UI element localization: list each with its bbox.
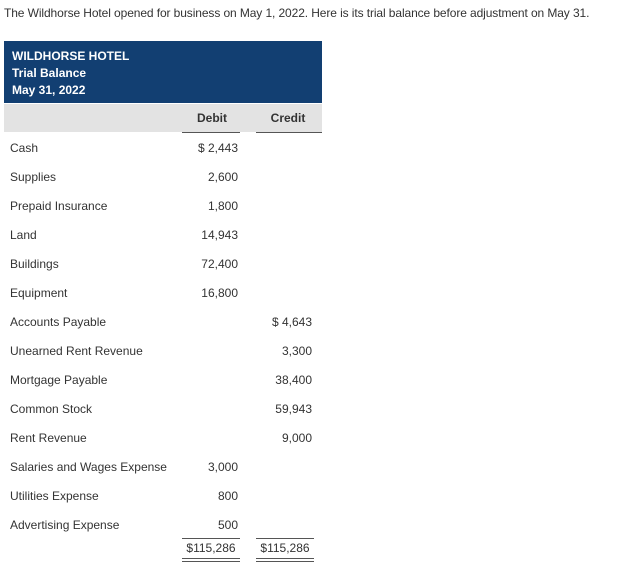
debit-amount: 16,800	[201, 286, 238, 300]
table-row: Utilities Expense 800	[0, 489, 330, 518]
table-row: Accounts Payable $ 4,643	[0, 315, 330, 344]
account-name: Cash	[10, 141, 39, 155]
credit-amount: 38,400	[275, 373, 312, 387]
table-row: Equipment 16,800	[0, 286, 330, 315]
credit-header-underline	[256, 132, 322, 133]
account-name: Prepaid Insurance	[10, 199, 108, 213]
account-name: Rent Revenue	[10, 431, 87, 445]
account-name: Mortgage Payable	[10, 373, 108, 387]
account-name: Common Stock	[10, 402, 93, 416]
table-row: Salaries and Wages Expense 3,000	[0, 460, 330, 489]
credit-total-rule	[256, 538, 314, 539]
debit-amount: 800	[217, 489, 238, 503]
credit-total-double-rule-2	[256, 561, 314, 562]
debit-amount: 14,943	[201, 228, 238, 242]
credit-total: $115,286	[260, 541, 310, 555]
debit-amount: 3,000	[207, 460, 238, 474]
account-name: Supplies	[10, 170, 57, 184]
intro-text: The Wildhorse Hotel opened for business …	[4, 6, 590, 20]
credit-amount: 9,000	[281, 431, 312, 445]
statement-title: Trial Balance	[12, 66, 87, 80]
table-row: Mortgage Payable 38,400	[0, 373, 330, 402]
company-name: WILDHORSE HOTEL	[12, 49, 130, 63]
debit-column-header: Debit	[197, 111, 227, 125]
table-row: Rent Revenue 9,000	[0, 431, 330, 460]
debit-amount: 72,400	[201, 257, 238, 271]
account-name: Equipment	[10, 286, 68, 300]
account-name: Land	[10, 228, 37, 242]
debit-amount: 1,800	[207, 199, 238, 213]
statement-header: WILDHORSE HOTEL Trial Balance May 31, 20…	[4, 41, 322, 103]
debit-amount: 2,600	[207, 170, 238, 184]
credit-amount: $ 4,643	[271, 315, 312, 329]
credit-amount: 59,943	[275, 402, 312, 416]
debit-amount: 500	[217, 518, 238, 532]
account-name: Accounts Payable	[10, 315, 107, 329]
debit-header-underline	[182, 132, 240, 133]
debit-total-double-rule-1	[182, 558, 240, 559]
account-name: Buildings	[10, 257, 59, 271]
table-row: Supplies 2,600	[0, 170, 330, 199]
credit-total-double-rule-1	[256, 558, 314, 559]
table-row: Land 14,943	[0, 228, 330, 257]
table-row: Unearned Rent Revenue 3,300	[0, 344, 330, 373]
column-header-row: Debit Credit	[4, 104, 322, 132]
debit-total: $115,286	[186, 541, 236, 555]
table-row: Common Stock 59,943	[0, 402, 330, 431]
credit-column-header: Credit	[270, 111, 306, 125]
debit-total-rule	[182, 538, 240, 539]
debit-amount: $ 2,443	[197, 141, 238, 155]
account-name: Utilities Expense	[10, 489, 99, 503]
table-row: Advertising Expense 500	[0, 518, 330, 547]
table-row: Prepaid Insurance 1,800	[0, 199, 330, 228]
debit-total-double-rule-2	[182, 561, 240, 562]
statement-date: May 31, 2022	[12, 83, 86, 97]
account-name: Advertising Expense	[10, 518, 120, 532]
credit-amount: 3,300	[281, 344, 312, 358]
account-name: Salaries and Wages Expense	[10, 460, 167, 474]
table-row: Buildings 72,400	[0, 257, 330, 286]
totals-row: $115,286 $115,286	[0, 541, 330, 559]
account-name: Unearned Rent Revenue	[10, 344, 143, 358]
table-row: Cash $ 2,443	[0, 141, 330, 170]
